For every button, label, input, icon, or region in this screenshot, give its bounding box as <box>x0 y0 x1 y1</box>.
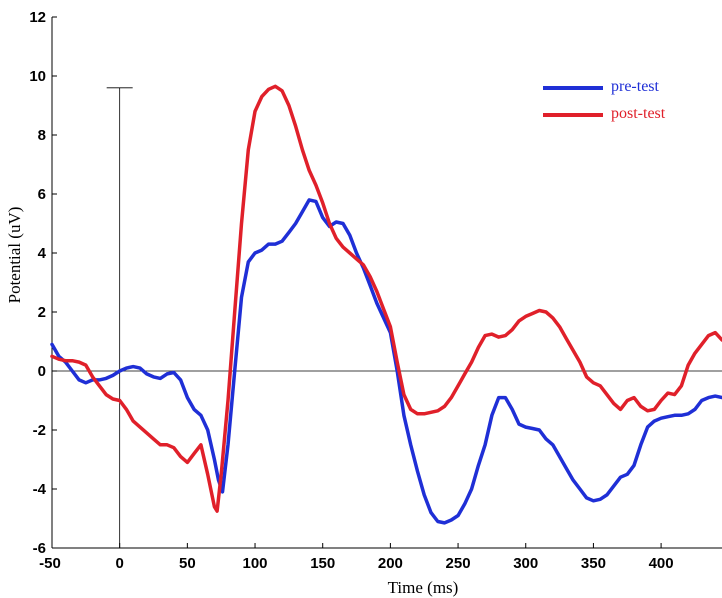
x-tick-label: 150 <box>310 555 335 572</box>
y-tick-label: -4 <box>33 481 47 498</box>
y-tick-label: -2 <box>33 422 46 439</box>
x-tick-label: 0 <box>116 555 124 572</box>
legend-label: post-test <box>611 105 666 122</box>
x-tick-label: -50 <box>39 555 61 572</box>
x-tick-label: 200 <box>378 555 403 572</box>
y-tick-label: 10 <box>29 68 46 85</box>
tick-labels: -6 -4 -2 0 2 4 6 8 10 12 -50 0 50 100 150 200 250 300 350 4… <box>29 9 673 572</box>
y-tick-label: 0 <box>38 363 46 380</box>
y-tick-label: 2 <box>38 304 46 321</box>
y-tick-label: 12 <box>29 9 46 26</box>
y-tick-label: -6 <box>33 540 46 557</box>
legend-label: pre-test <box>611 78 660 95</box>
x-axis-label: Time (ms) <box>388 578 459 597</box>
y-tick-label: 4 <box>38 245 47 262</box>
x-tick-label: 100 <box>243 555 268 572</box>
legend: pre-test post-test <box>543 78 666 122</box>
x-tick-label: 300 <box>513 555 538 572</box>
x-tick-label: 250 <box>446 555 471 572</box>
series-line-pre-test <box>50 198 722 525</box>
series-lines <box>50 84 722 525</box>
y-axis-label: Potential (uV) <box>5 207 24 304</box>
axes <box>51 16 722 549</box>
y-tick-label: 6 <box>38 186 46 203</box>
x-tick-label: 350 <box>581 555 606 572</box>
series-line-post-test <box>50 84 722 513</box>
y-tick-label: 8 <box>38 127 46 144</box>
x-tick-label: 50 <box>179 555 196 572</box>
x-tick-label: 400 <box>649 555 674 572</box>
